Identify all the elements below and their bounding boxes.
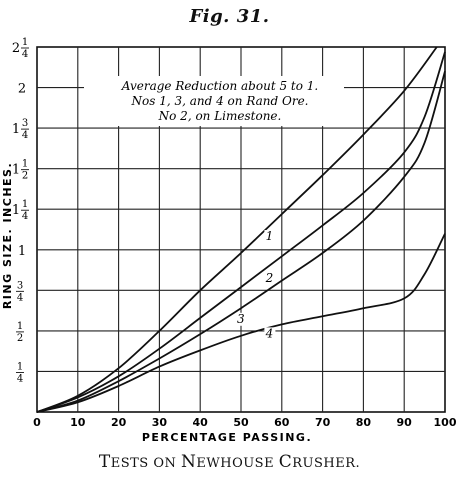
x-tick-label: 80 [356, 416, 372, 429]
series-line-3 [36, 71, 446, 413]
caption-initial: T [98, 452, 111, 472]
y-tick-denominator: 2 [22, 171, 28, 182]
y-tick-label: 12 [16, 321, 24, 344]
annotation-backdrop [84, 76, 344, 126]
y-tick-numerator: 3 [22, 118, 28, 129]
figure-caption: TESTS ON NEWHOUSE CRUSHER. [0, 452, 459, 472]
x-tick-label: 10 [70, 416, 86, 429]
annotation-line: No 2, on Limestone. [158, 109, 282, 123]
y-tick-denominator: 4 [17, 292, 23, 303]
y-tick-numerator: 1 [22, 37, 28, 48]
x-tick-label: 50 [233, 416, 249, 429]
y-tick-denominator: 4 [22, 49, 28, 60]
y-tick-whole: 1 [12, 122, 20, 137]
caption-text: RUSHER [292, 456, 356, 471]
x-axis-label: PERCENTAGE PASSING. [142, 431, 312, 444]
series-line-2 [36, 51, 446, 413]
x-tick-label: 20 [111, 416, 127, 429]
y-tick-numerator: 3 [17, 280, 23, 291]
y-tick-denominator: 4 [22, 130, 28, 141]
y-tick-whole: 1 [12, 163, 20, 178]
x-tick-label: 70 [315, 416, 331, 429]
y-tick-denominator: 4 [22, 211, 28, 222]
x-tick-label: 100 [434, 416, 457, 429]
caption-initial: C [278, 452, 293, 472]
y-tick-whole: 1 [18, 244, 26, 259]
series-label-backdrop-4 [264, 327, 276, 341]
annotation-line: Average Reduction about 5 to 1. [121, 79, 318, 93]
caption-text: . [355, 456, 361, 471]
series-label-4: 4 [265, 326, 274, 340]
y-tick-label: 1 14 [12, 199, 29, 222]
series-label-backdrop-1 [264, 230, 276, 244]
y-tick-whole: 2 [12, 41, 20, 56]
x-tick-label: 30 [152, 416, 168, 429]
y-tick-label: 1 12 [12, 159, 29, 182]
y-axis-label: RING SIZE. INCHES. [1, 162, 14, 309]
x-tick-label: 40 [193, 416, 209, 429]
y-tick-numerator: 1 [17, 321, 23, 332]
x-tick-label: 60 [274, 416, 290, 429]
y-tick-numerator: 1 [17, 361, 23, 372]
y-tick-numerator: 1 [22, 159, 28, 170]
caption-text: ON [148, 456, 181, 471]
y-tick-label: 14 [16, 361, 24, 384]
series-label-2: 2 [265, 271, 274, 285]
caption-text: EWHOUSE [196, 456, 275, 471]
y-tick-denominator: 4 [17, 373, 23, 384]
y-tick-label: 2 [18, 82, 26, 97]
label-layer: PERCENTAGE PASSING. RING SIZE. INCHES. [1, 162, 312, 444]
figure-title: Fig. 31. [189, 6, 270, 27]
y-tick-whole: 1 [12, 203, 20, 218]
caption-text: ESTS [110, 456, 149, 471]
series-label-3: 3 [237, 312, 245, 326]
series-label-1: 1 [266, 229, 274, 243]
y-tick-whole: 2 [18, 82, 26, 97]
y-tick-denominator: 2 [17, 333, 23, 344]
y-tick-label: 1 [18, 244, 26, 259]
y-tick-numerator: 1 [22, 199, 28, 210]
y-tick-label: 1 34 [12, 118, 29, 141]
annotation-box: Average Reduction about 5 to 1.Nos 1, 3,… [84, 76, 344, 126]
series-label-backdrop-3 [235, 312, 247, 326]
y-tick-label: 34 [16, 280, 24, 303]
series-line-4 [36, 233, 446, 413]
caption-initial: N [181, 452, 197, 472]
x-tick-label: 0 [33, 416, 41, 429]
series-label-backdrop-2 [264, 272, 276, 286]
y-tick-label: 2 14 [12, 37, 29, 60]
series-layer: 1 2 3 4 [36, 46, 446, 413]
annotation-line: Nos 1, 3, and 4 on Rand Ore. [131, 94, 309, 108]
x-tick-label: 90 [397, 416, 413, 429]
series-line-1 [36, 46, 438, 413]
